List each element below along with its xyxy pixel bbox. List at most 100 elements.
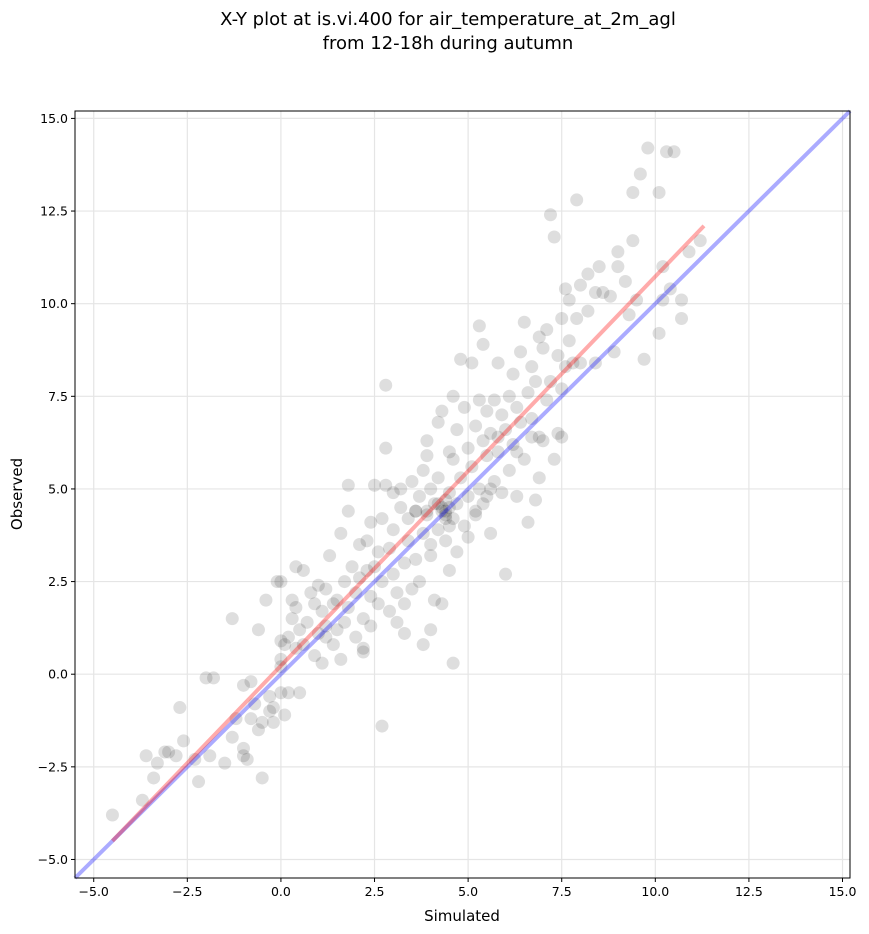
y-tick-label: 5.0 [48, 481, 68, 496]
data-point [532, 471, 546, 485]
y-axis-label: Observed [8, 458, 26, 530]
data-point [525, 412, 539, 426]
data-point [326, 638, 340, 652]
data-point [472, 319, 486, 333]
data-point [244, 712, 258, 726]
data-point [420, 508, 434, 522]
data-point [274, 634, 288, 648]
data-point [611, 260, 625, 274]
data-point [450, 423, 464, 437]
data-point [169, 749, 183, 763]
data-point [394, 482, 408, 496]
y-tick-label: 12.5 [40, 204, 68, 219]
data-point [405, 475, 419, 489]
data-point [353, 571, 367, 585]
data-point [454, 471, 468, 485]
data-point [330, 623, 344, 637]
data-point [491, 445, 505, 459]
data-point [356, 641, 370, 655]
data-point [203, 749, 217, 763]
data-point [270, 575, 284, 589]
data-point [435, 597, 449, 611]
data-point [397, 626, 411, 640]
data-point [240, 752, 254, 766]
data-point [592, 260, 606, 274]
data-point [420, 434, 434, 448]
data-point [532, 330, 546, 344]
data-point [469, 508, 483, 522]
data-point [349, 586, 363, 600]
data-point [427, 497, 441, 511]
data-point [558, 282, 572, 296]
data-point [558, 360, 572, 374]
data-point [484, 426, 498, 440]
data-point [255, 715, 269, 729]
data-point [652, 186, 666, 200]
data-point [521, 515, 535, 529]
data-point [173, 701, 187, 715]
data-point [439, 508, 453, 522]
data-point [461, 530, 475, 544]
data-point [626, 186, 640, 200]
data-point [551, 349, 565, 363]
data-point [588, 286, 602, 300]
data-point [652, 326, 666, 340]
data-point [431, 523, 445, 537]
data-point [461, 489, 475, 503]
data-point [218, 756, 232, 770]
data-point [491, 356, 505, 370]
data-point [356, 612, 370, 626]
data-point [379, 478, 393, 492]
data-point [439, 504, 453, 518]
data-point [319, 619, 333, 633]
data-point [225, 730, 239, 744]
data-point [656, 293, 670, 307]
data-point [510, 445, 524, 459]
data-point [487, 393, 501, 407]
data-point [266, 701, 280, 715]
data-point [364, 619, 378, 633]
data-point [236, 749, 250, 763]
x-tick-label: 0.0 [271, 884, 291, 899]
data-point [525, 360, 539, 374]
data-point [323, 549, 337, 563]
data-point [135, 793, 149, 807]
data-point [371, 597, 385, 611]
data-point [420, 504, 434, 518]
data-point [480, 489, 494, 503]
data-point [285, 593, 299, 607]
y-tick-label: 0.0 [48, 667, 68, 682]
plot-area-frame [74, 110, 851, 879]
data-point [162, 745, 176, 759]
data-point [446, 656, 460, 670]
x-axis-label: Simulated [424, 907, 500, 925]
data-point [570, 311, 584, 325]
data-point [476, 337, 490, 351]
data-point [555, 382, 569, 396]
data-point [622, 308, 636, 322]
data-point [409, 552, 423, 566]
data-point [315, 656, 329, 670]
data-point [637, 352, 651, 366]
data-point [274, 575, 288, 589]
data-point [693, 234, 707, 248]
data-point [390, 586, 404, 600]
x-tick-label: 7.5 [552, 884, 572, 899]
data-point [431, 415, 445, 429]
data-point [431, 471, 445, 485]
data-point [105, 808, 119, 822]
data-point [259, 593, 273, 607]
data-point [626, 234, 640, 248]
data-point [517, 452, 531, 466]
data-point [675, 293, 689, 307]
chart-title-line-2: from 12-18h during autumn [323, 33, 574, 54]
data-point [540, 393, 554, 407]
data-point [281, 686, 295, 700]
data-point [442, 445, 456, 459]
data-point [416, 526, 430, 540]
data-point [341, 478, 355, 492]
data-point [207, 671, 221, 685]
data-point [341, 504, 355, 518]
data-point [487, 475, 501, 489]
data-point [394, 500, 408, 514]
